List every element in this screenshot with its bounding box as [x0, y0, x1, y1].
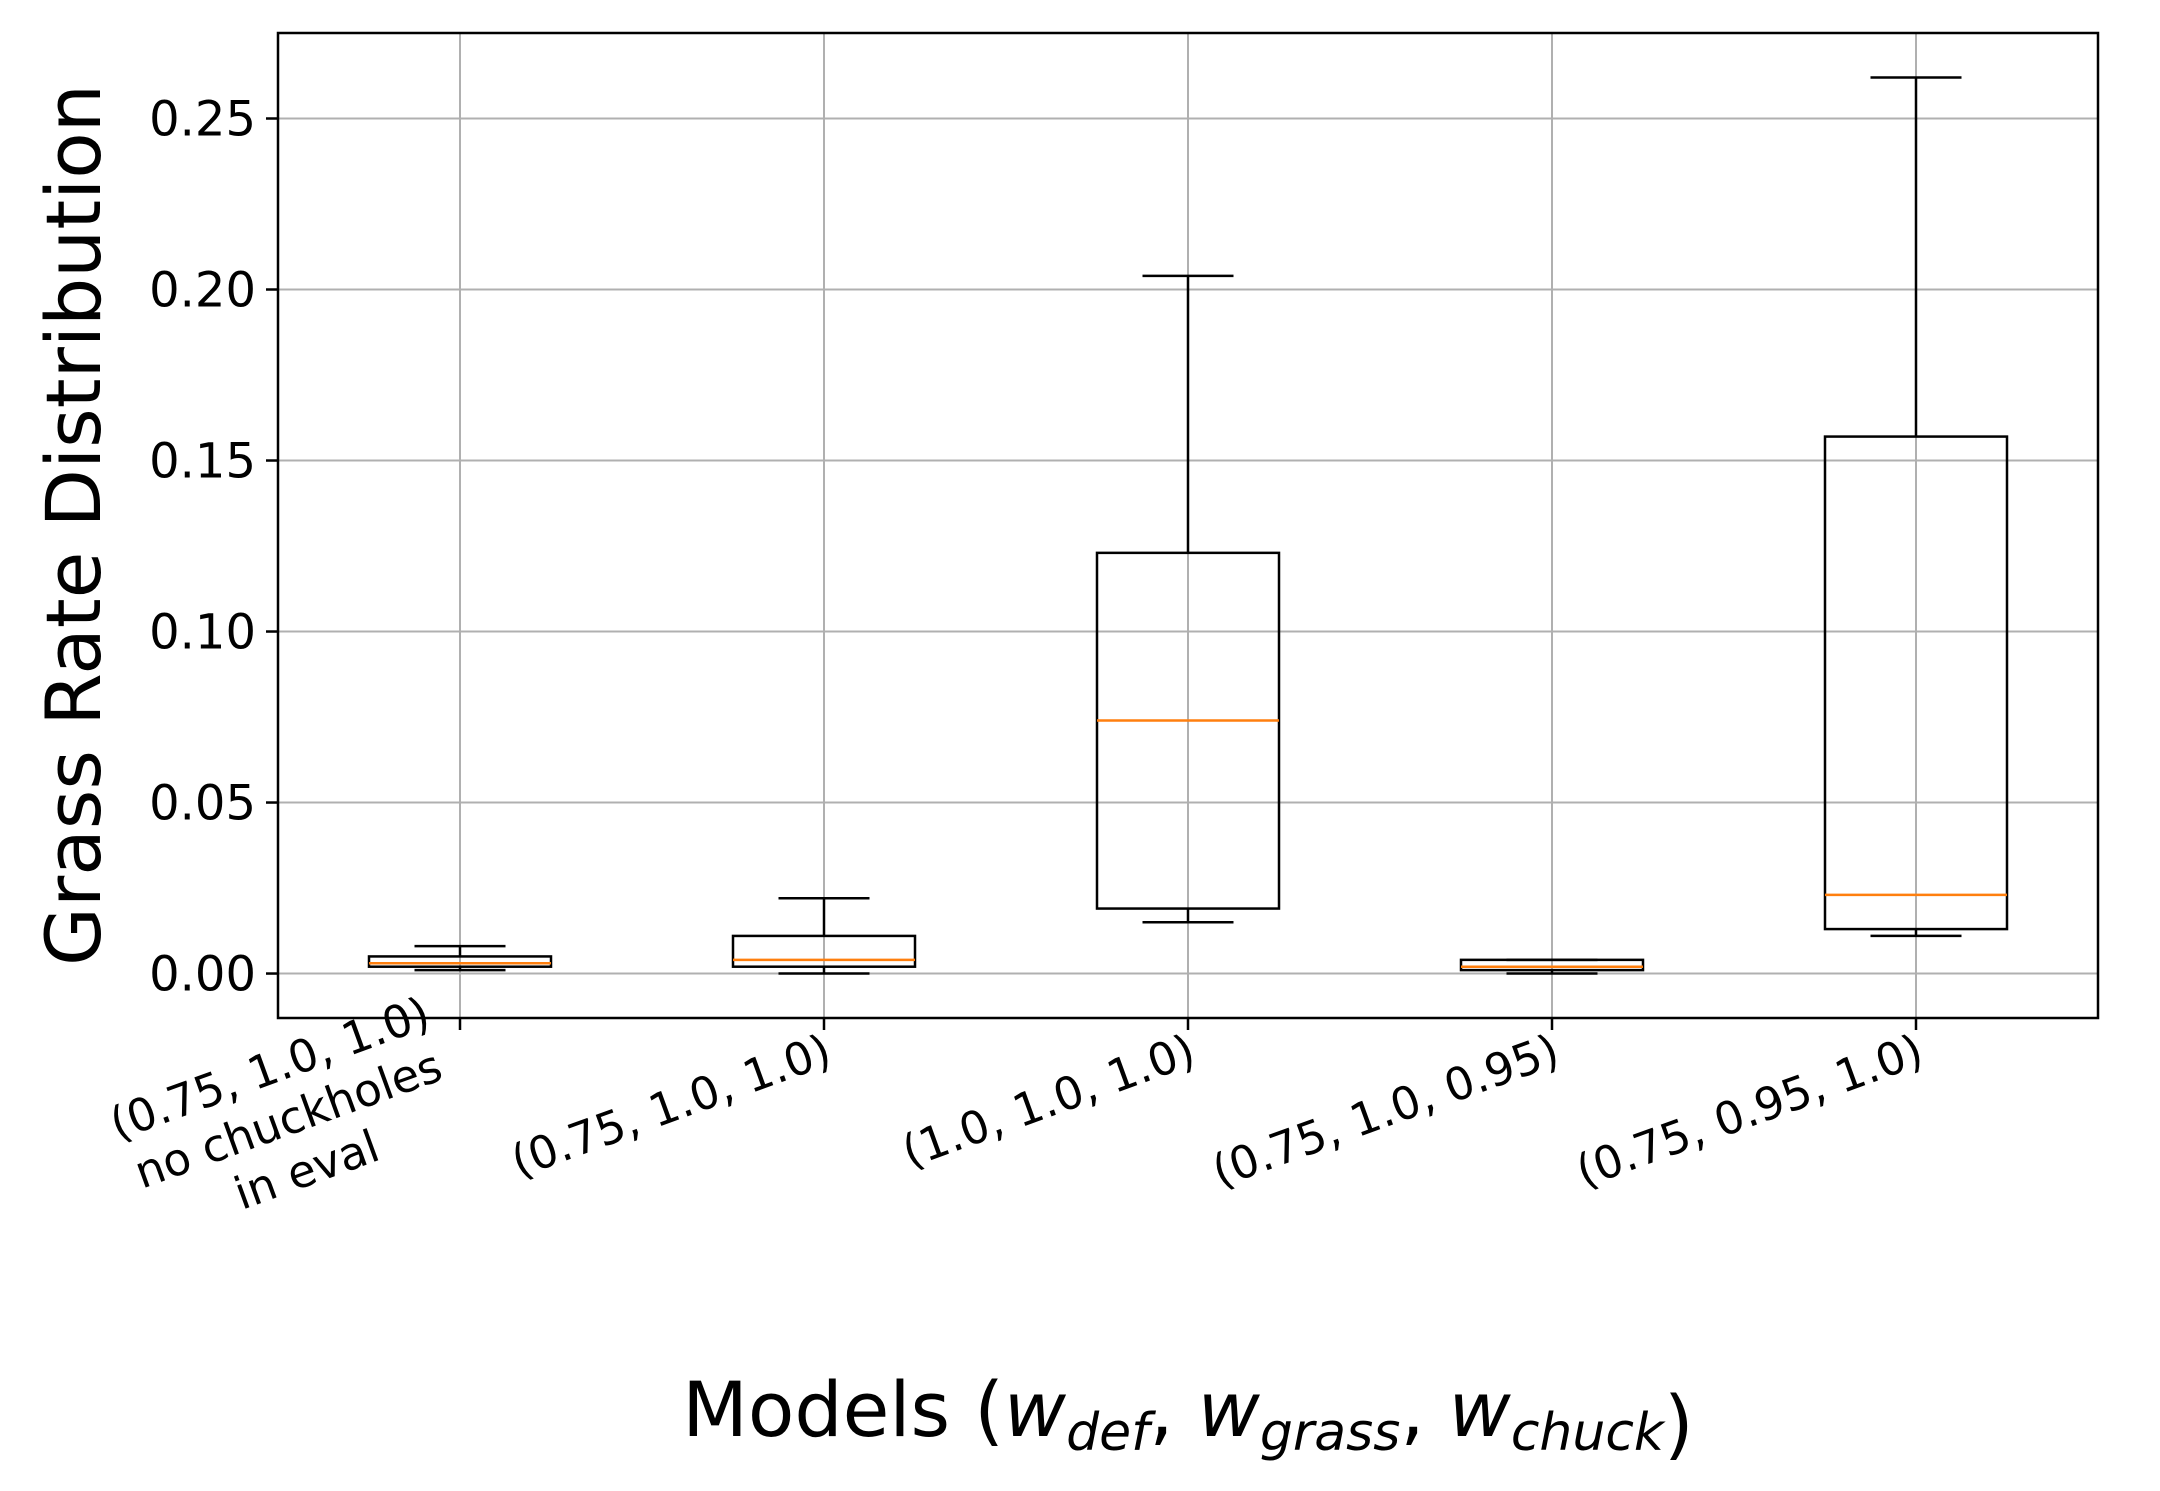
- x-axis-label: Models (wdef, wgrass, wchuck): [682, 1365, 1693, 1468]
- y-tick-label: 0.25: [149, 92, 256, 148]
- iqr-box: [731, 934, 917, 968]
- x-label-separator: ,: [1149, 1365, 1197, 1454]
- x-label-subscript: chuck: [1511, 1403, 1666, 1463]
- iqr-box: [1095, 551, 1281, 910]
- box-group: [1823, 76, 2009, 938]
- x-tick-label-text: (1.0, 1.0, 1.0): [895, 1024, 1202, 1179]
- y-tick-label: 0.05: [149, 776, 256, 832]
- x-tick-label-text: (0.75, 0.95, 1.0): [1569, 1024, 1929, 1198]
- x-tick-label-text: (0.75, 1.0, 0.95): [1205, 1024, 1565, 1198]
- x-label-symbol: w: [1449, 1365, 1512, 1454]
- x-label-subscript: grass: [1260, 1403, 1400, 1463]
- x-tick-label: (0.75, 1.0, 1.0)no chuckholesin eval: [103, 986, 473, 1252]
- x-label-symbol: w: [1198, 1365, 1261, 1454]
- y-tick-label: 0.10: [149, 605, 256, 661]
- x-tick-label-line: (1.0, 1.0, 1.0): [895, 1024, 1202, 1179]
- x-tick-label-line: (0.75, 0.95, 1.0): [1569, 1024, 1929, 1198]
- x-tick-label: (0.75, 1.0, 1.0): [504, 1024, 838, 1189]
- x-label-subscript: def: [1066, 1403, 1156, 1463]
- y-axis-ticks: 0.00 0.05 0.10 0.15 0.20 0.25: [149, 92, 278, 1003]
- x-axis-ticks: (0.75, 1.0, 1.0)no chuckholesin eval (0.7…: [103, 986, 1930, 1252]
- x-tick-label-line: (0.75, 1.0, 1.0): [504, 1024, 838, 1189]
- x-label-suffix: ): [1664, 1379, 1694, 1468]
- y-tick-label: 0.20: [149, 263, 256, 319]
- x-tick-label-text: (0.75, 1.0, 1.0)no chuckholesin eval: [103, 986, 473, 1252]
- box-group: [1459, 958, 1645, 975]
- x-label-prefix: Models (: [682, 1365, 1004, 1454]
- y-tick-label: 0.15: [149, 434, 256, 490]
- x-label-separator: ,: [1400, 1365, 1448, 1454]
- iqr-box: [1459, 958, 1645, 972]
- x-tick-label-text: (0.75, 1.0, 1.0): [504, 1024, 838, 1189]
- x-tick-label: (0.75, 1.0, 0.95): [1205, 1024, 1565, 1198]
- y-axis-label: Grass Rate Distribution: [29, 84, 118, 966]
- x-tick-label: (0.75, 0.95, 1.0): [1569, 1024, 1929, 1198]
- box-group: [367, 944, 553, 972]
- x-label-symbol: w: [1004, 1365, 1067, 1454]
- x-tick-label-line: (0.75, 1.0, 0.95): [1205, 1024, 1565, 1198]
- iqr-box: [367, 955, 553, 968]
- iqr-box: [1823, 435, 2009, 931]
- box-group: [1095, 274, 1281, 924]
- x-tick-label: (1.0, 1.0, 1.0): [895, 1024, 1202, 1179]
- y-tick-label: 0.00: [149, 947, 256, 1003]
- box-series: [367, 76, 2009, 975]
- box-group: [731, 897, 917, 975]
